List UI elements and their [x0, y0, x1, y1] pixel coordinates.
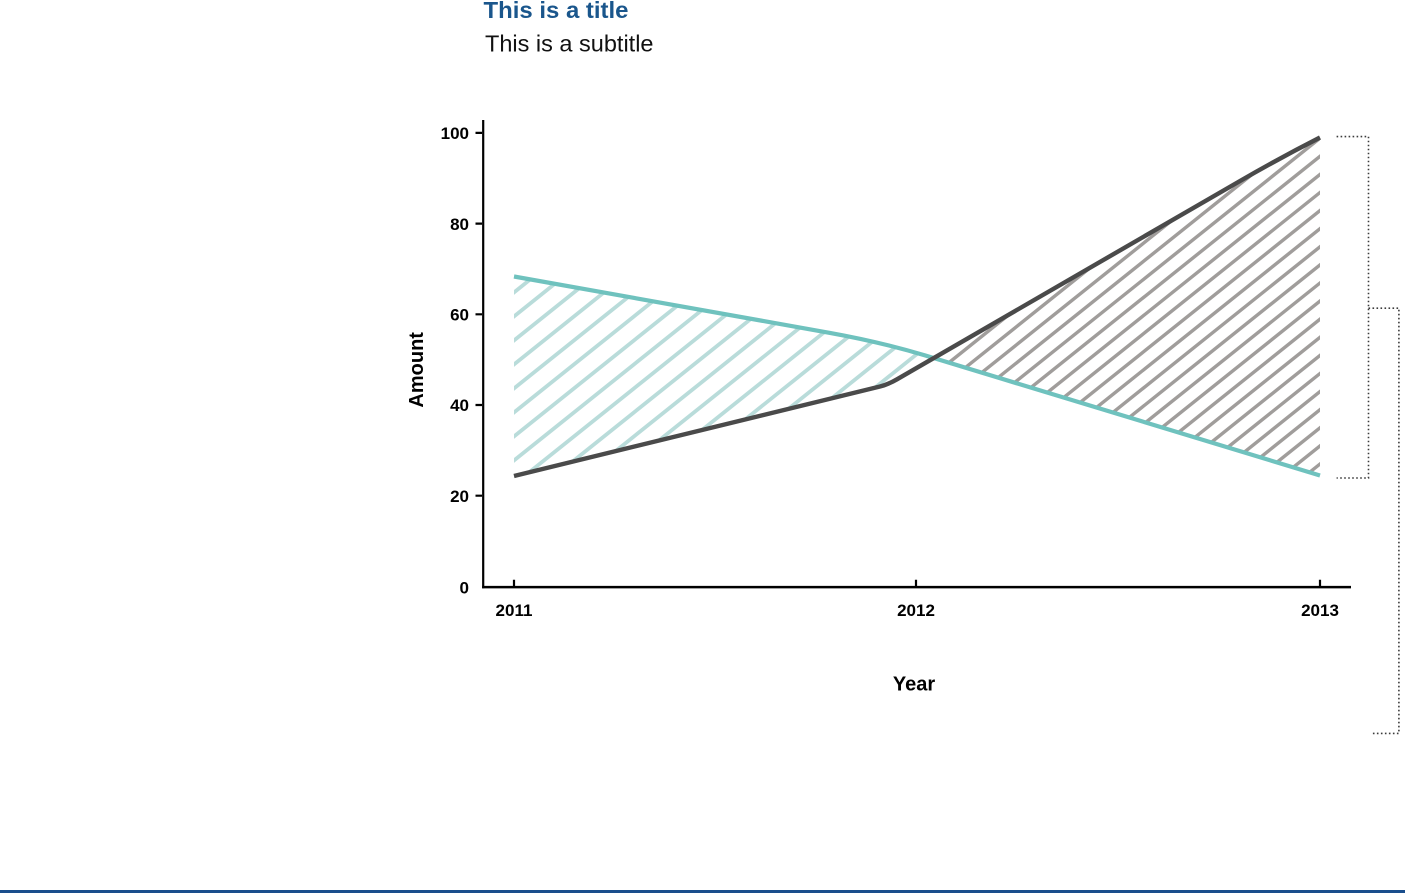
svg-text:0: 0 [460, 579, 469, 598]
svg-text:80: 80 [450, 215, 469, 234]
svg-text:Amount: Amount [406, 332, 428, 408]
svg-text:40: 40 [450, 396, 469, 415]
svg-text:This is a subtitle: This is a subtitle [485, 30, 653, 56]
svg-text:2013: 2013 [1301, 601, 1339, 620]
svg-text:60: 60 [450, 306, 469, 325]
svg-text:2011: 2011 [496, 601, 533, 620]
svg-text:This is a title: This is a title [484, 0, 629, 23]
svg-text:Year: Year [893, 674, 935, 696]
svg-text:20: 20 [450, 487, 469, 506]
svg-text:100: 100 [441, 124, 469, 143]
svg-text:2012: 2012 [897, 601, 935, 620]
